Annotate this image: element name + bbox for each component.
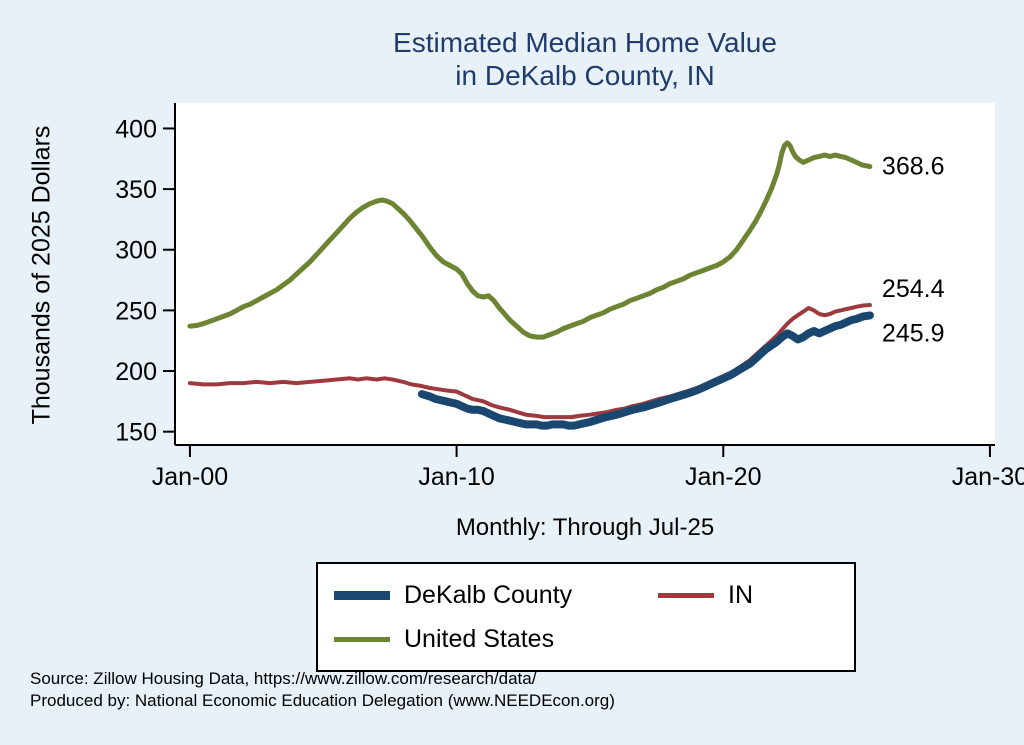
y-tick-label: 400 bbox=[115, 115, 157, 143]
y-tick-label: 350 bbox=[115, 176, 157, 204]
plot-area: 150 200 250 300 350 400 Jan-00 Jan-10 Jan-20 Jan-… bbox=[115, 103, 1024, 491]
x-tick-label: Jan-30 bbox=[952, 463, 1024, 491]
x-tick-label: Jan-10 bbox=[418, 463, 494, 491]
source-line-2: Produced by: National Economic Education… bbox=[30, 691, 615, 711]
legend-label: DeKalb County bbox=[404, 580, 573, 609]
y-tick-label: 250 bbox=[115, 297, 157, 325]
plot-background bbox=[175, 103, 995, 445]
legend-swatch-united-states bbox=[334, 636, 390, 642]
series-line-dekalb-county bbox=[417, 311, 874, 430]
end-label-in: 254.4 bbox=[882, 275, 945, 303]
end-label-united-states: 368.6 bbox=[882, 153, 945, 181]
x-tick-label: Jan-20 bbox=[685, 463, 761, 491]
source-line-1: Source: Zillow Housing Data, https://www… bbox=[30, 669, 537, 688]
legend-label: United States bbox=[404, 624, 555, 653]
legend-swatch-dekalb-county bbox=[334, 590, 390, 600]
legend-item-in: IN bbox=[658, 574, 838, 616]
y-tick-label: 300 bbox=[115, 237, 157, 265]
chart-title-line1: Estimated Median Home Value bbox=[393, 27, 777, 58]
end-label-dekalb-county: 245.9 bbox=[882, 319, 945, 347]
x-tick-label: Jan-00 bbox=[152, 463, 228, 491]
legend-item-dekalb-county: DeKalb County bbox=[334, 574, 642, 616]
y-tick-label: 200 bbox=[115, 358, 157, 386]
source-note: Source: Zillow Housing Data, https://www… bbox=[30, 668, 615, 713]
legend-swatch-in bbox=[658, 592, 714, 598]
chart-title: Estimated Median Home Value in DeKalb Co… bbox=[175, 26, 995, 92]
series-line-in bbox=[187, 303, 872, 420]
x-axis-subtitle: Monthly: Through Jul-25 bbox=[455, 514, 715, 541]
legend-item-united-states: United States bbox=[334, 618, 642, 660]
chart-title-line2: in DeKalb County, IN bbox=[455, 60, 715, 92]
y-tick-label: 150 bbox=[115, 419, 157, 447]
legend: DeKalb County IN United States bbox=[316, 562, 856, 672]
series-line-united-states bbox=[187, 140, 873, 340]
legend-label: IN bbox=[728, 580, 753, 609]
